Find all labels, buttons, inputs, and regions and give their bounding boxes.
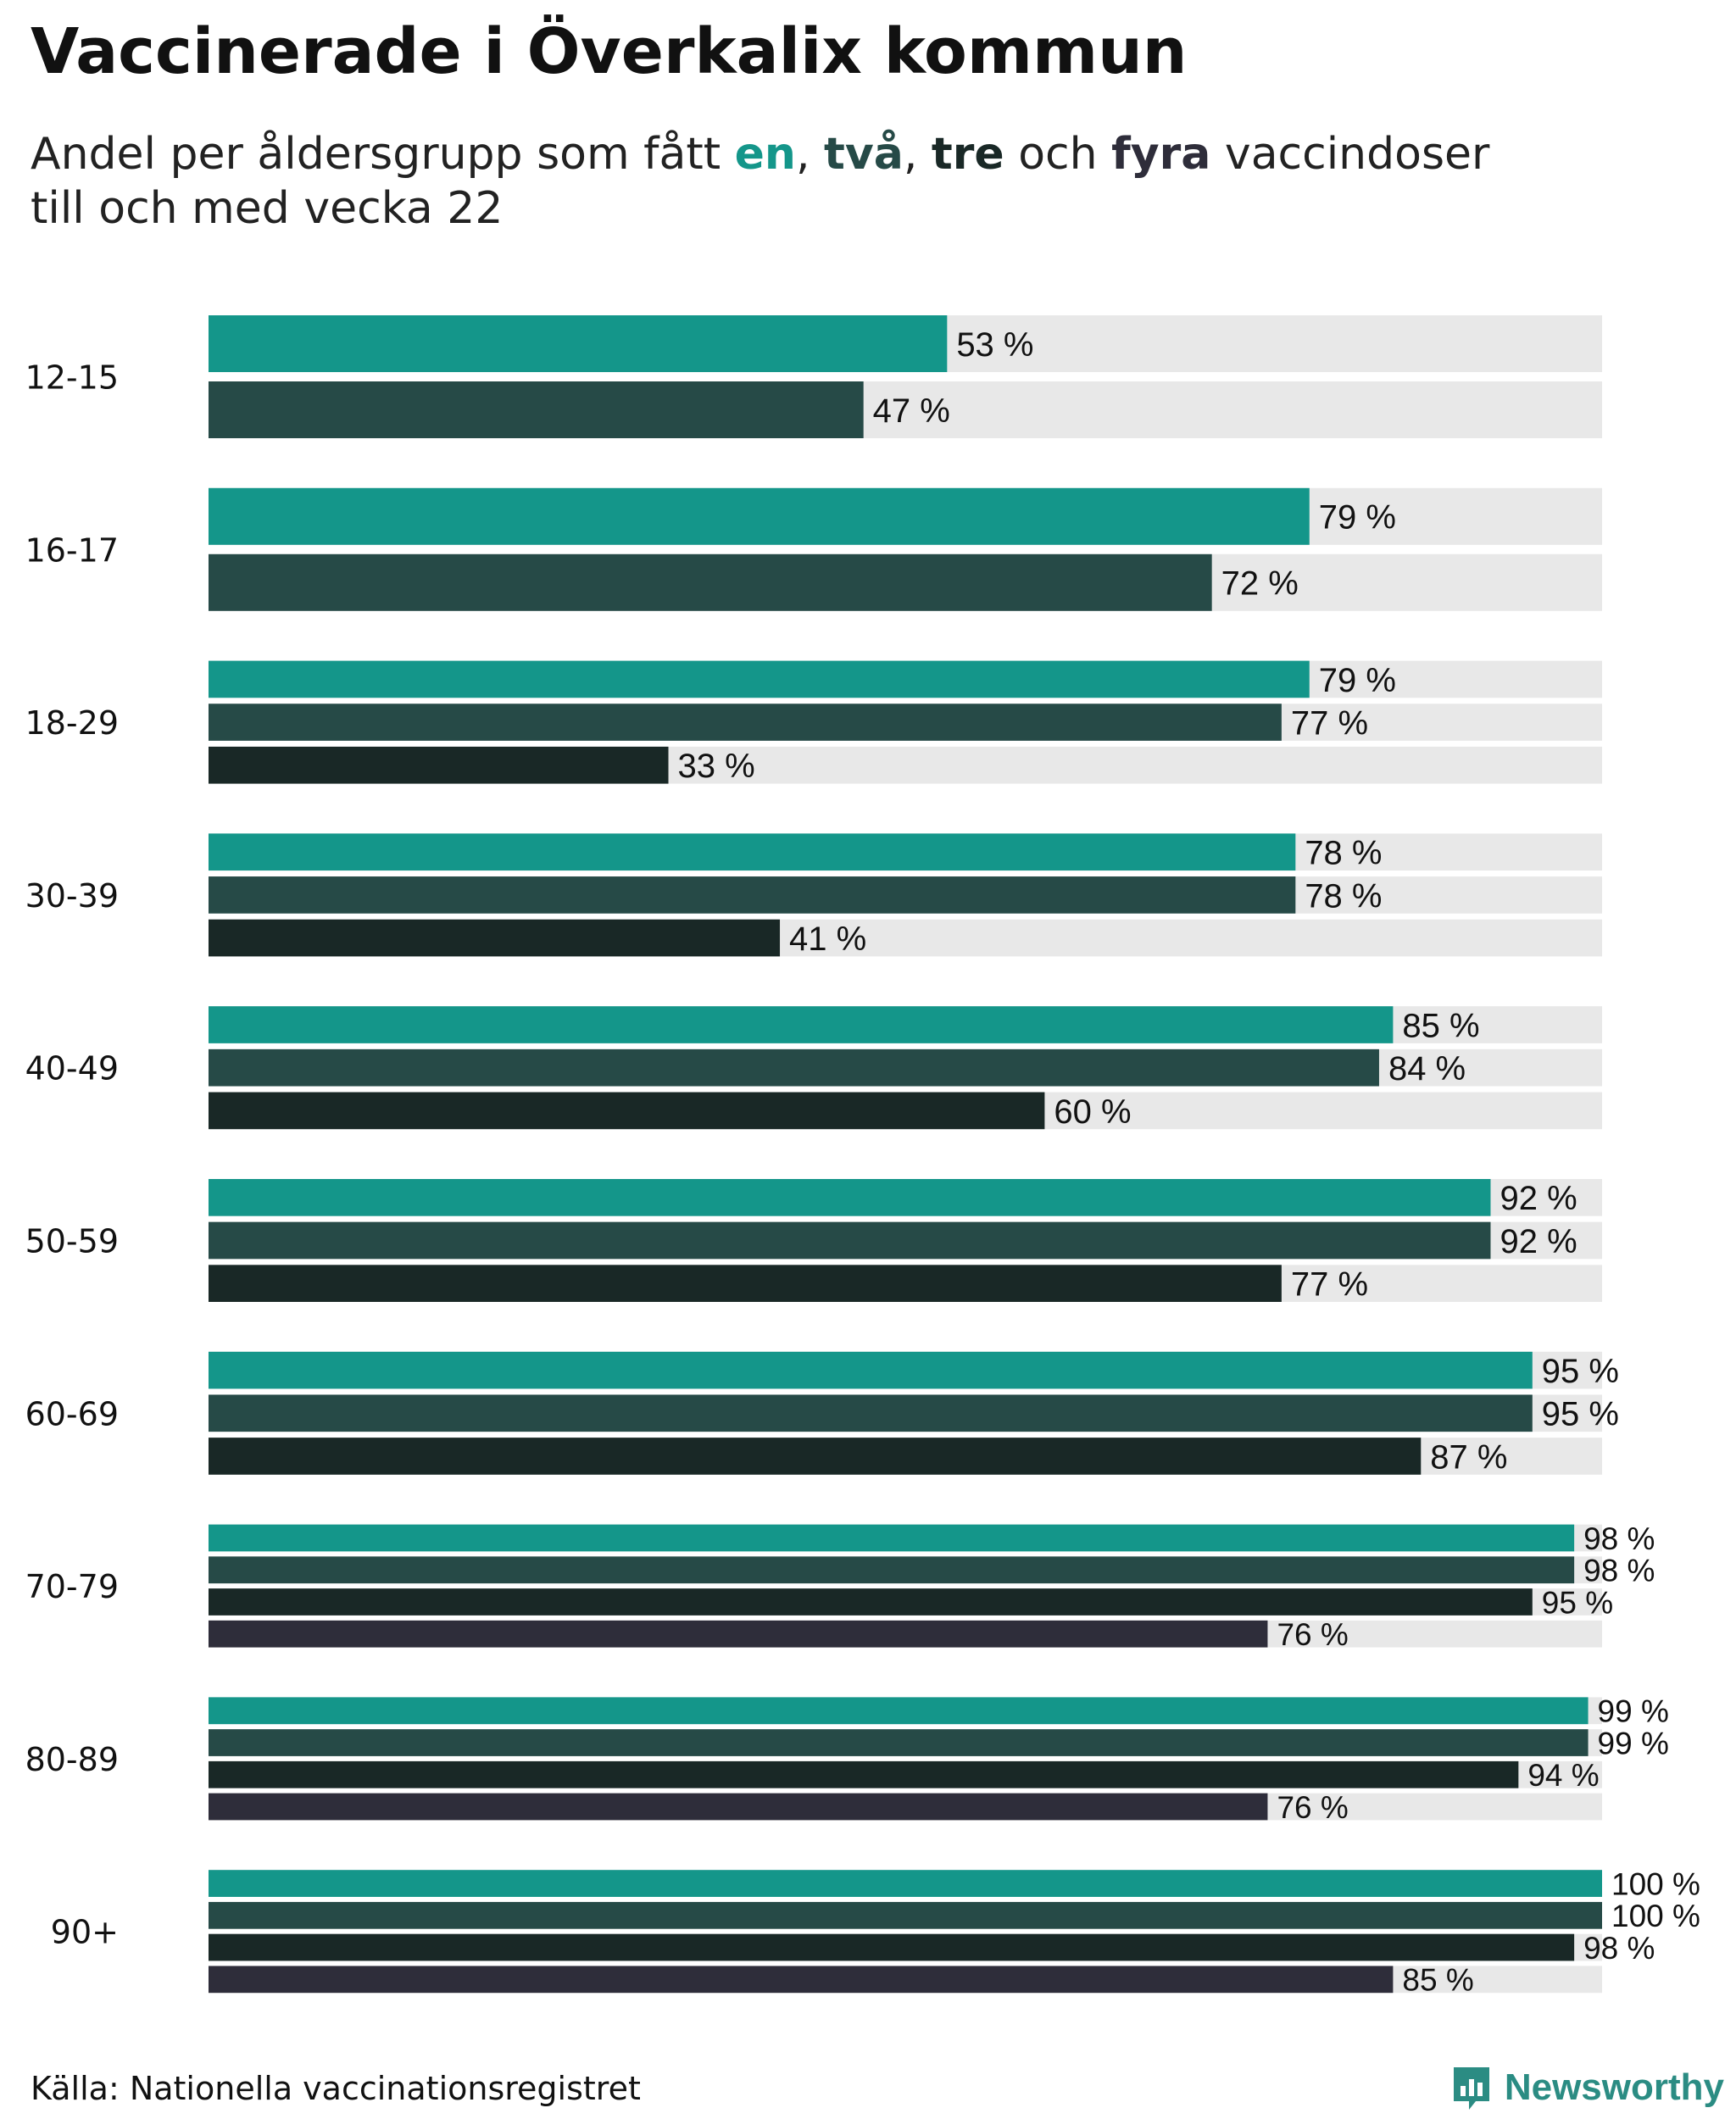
data-label: 95 %	[1542, 1353, 1619, 1390]
data-label: 76 %	[1277, 1617, 1348, 1652]
bar-dose-3	[209, 1933, 1575, 1961]
data-label: 79 %	[1319, 499, 1396, 537]
bar-dose-2	[209, 553, 1212, 611]
subtitle-dose-one: en	[734, 129, 796, 180]
bar-dose-1	[209, 487, 1310, 545]
data-label: 41 %	[789, 920, 866, 958]
category-label: 40-49	[25, 1050, 119, 1087]
bar-dose-1	[209, 1697, 1589, 1725]
bar-dose-2	[209, 876, 1296, 914]
data-label: 76 %	[1277, 1790, 1348, 1825]
bar-dose-4	[209, 1793, 1268, 1821]
bar-dose-3	[209, 746, 669, 784]
data-label: 60 %	[1054, 1093, 1131, 1131]
subtitle-dose-two: två	[824, 129, 904, 180]
data-label: 92 %	[1500, 1180, 1577, 1217]
data-label: 79 %	[1319, 662, 1396, 699]
bar-dose-2	[209, 1901, 1602, 1929]
data-label: 99 %	[1598, 1694, 1669, 1729]
subtitle-dose-three: tre	[931, 129, 1004, 180]
bar-dose-1	[209, 1179, 1491, 1216]
category-label: 80-89	[25, 1741, 119, 1778]
bar-dose-2	[209, 1556, 1575, 1584]
category-label: 18-29	[25, 704, 119, 742]
chart-subtitle: Andel per åldersgrupp som fått en, två, …	[31, 127, 1641, 236]
bar-dose-2	[209, 1729, 1589, 1756]
bar-dose-4	[209, 1966, 1394, 1994]
bar-dose-1	[209, 315, 948, 372]
category-label: 60-69	[25, 1395, 119, 1432]
category-label: 30-39	[25, 877, 119, 915]
subtitle-text-post: vaccindoser	[1210, 129, 1490, 180]
subtitle-sep-1: ,	[795, 129, 825, 180]
data-label: 33 %	[678, 748, 755, 785]
bar-dose-3	[209, 1438, 1422, 1475]
data-label: 95 %	[1542, 1585, 1613, 1620]
bar-dose-2	[209, 381, 864, 438]
bar-dose-1	[209, 833, 1296, 871]
bar-dose-1	[209, 1006, 1394, 1043]
bar-dose-2	[209, 1221, 1491, 1260]
subtitle-line-2: till och med vecka 22	[31, 183, 504, 234]
data-label: 77 %	[1291, 705, 1368, 742]
bar-dose-3	[209, 1265, 1282, 1302]
source-note: Källa: Nationella vaccinationsregistret	[31, 2070, 641, 2107]
subtitle-dose-four: fyra	[1111, 129, 1211, 180]
bar-dose-4	[209, 1620, 1268, 1648]
bar-dose-2	[209, 1394, 1533, 1432]
data-label: 85 %	[1402, 1963, 1473, 1998]
data-label: 77 %	[1291, 1266, 1368, 1304]
data-label: 92 %	[1500, 1223, 1577, 1260]
bar-dose-1	[209, 1524, 1575, 1552]
bar-dose-1	[209, 660, 1310, 698]
bar-chart: 12-15 53 %47 % 16-17 79 % 72 % 18-29 79 % 77 % 3…	[25, 315, 1700, 1998]
bar-dose-3	[209, 1588, 1533, 1616]
newsworthy-logo-icon	[1453, 2067, 1489, 2110]
data-label: 100 %	[1611, 1899, 1700, 1933]
data-label: 98 %	[1583, 1521, 1655, 1556]
newsworthy-logo: Newsworthy	[1450, 2064, 1724, 2111]
category-label: 12-15	[25, 359, 119, 397]
data-label: 100 %	[1611, 1866, 1700, 1901]
data-label: 87 %	[1430, 1438, 1507, 1476]
data-label: 72 %	[1221, 565, 1299, 603]
category-label: 16-17	[25, 531, 119, 569]
data-label: 98 %	[1583, 1554, 1655, 1588]
subtitle-text-pre: Andel per åldersgrupp som fått	[31, 129, 735, 180]
bar-dose-2	[209, 1048, 1379, 1087]
bar-dose-3	[209, 919, 781, 957]
category-label: 90+	[51, 1914, 119, 1951]
chart-title: Vaccinerade i Överkalix kommun	[31, 15, 1188, 88]
newsworthy-logo-text: Newsworthy	[1504, 2066, 1724, 2108]
data-label: 95 %	[1542, 1396, 1619, 1433]
data-label: 47 %	[873, 392, 950, 430]
data-label: 53 %	[956, 326, 1033, 364]
bar-dose-1	[209, 1870, 1602, 1897]
subtitle-sep-2: ,	[903, 129, 932, 180]
data-label: 78 %	[1305, 835, 1382, 872]
data-label: 85 %	[1402, 1007, 1479, 1044]
category-label: 70-79	[25, 1568, 119, 1605]
bar-dose-2	[209, 704, 1282, 741]
data-label: 78 %	[1305, 877, 1382, 915]
data-label: 94 %	[1527, 1758, 1599, 1793]
data-label: 98 %	[1583, 1931, 1655, 1966]
subtitle-text-mid: och	[1004, 129, 1112, 180]
category-label: 50-59	[25, 1223, 119, 1260]
data-label: 84 %	[1388, 1050, 1466, 1087]
data-label: 99 %	[1598, 1726, 1669, 1760]
bar-dose-3	[209, 1092, 1045, 1130]
bar-dose-3	[209, 1760, 1519, 1788]
bar-dose-1	[209, 1351, 1533, 1389]
